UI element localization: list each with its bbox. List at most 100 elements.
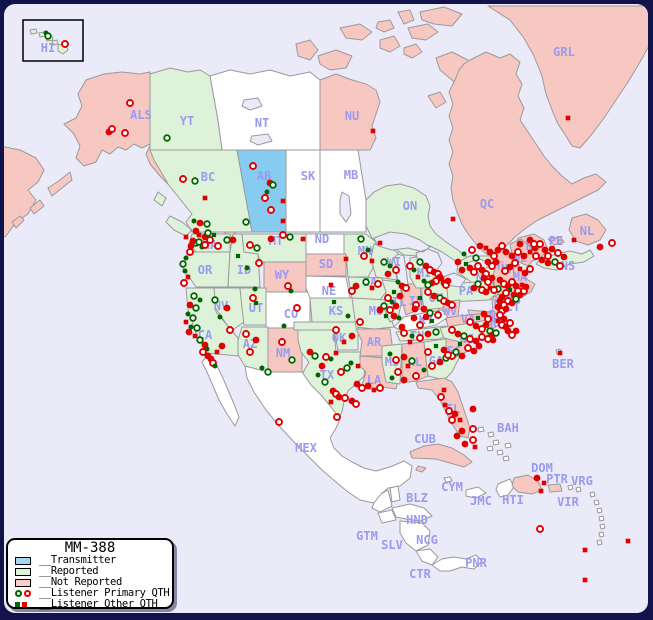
marker-listener-cluster-red-dot bbox=[192, 227, 200, 235]
region-label-ber: BER bbox=[552, 357, 574, 371]
marker-listener-primary-qth-red-ring bbox=[506, 319, 514, 327]
region-label-dom: DOM bbox=[531, 461, 553, 475]
marker-listener-other-qth-red-square bbox=[370, 128, 376, 134]
marker-listener-primary-qth-red-ring bbox=[246, 241, 254, 249]
region-nu bbox=[319, 73, 381, 151]
marker-listener-primary-qth-red-ring bbox=[424, 288, 432, 296]
region-mn bbox=[343, 233, 377, 278]
marker-listener-primary-qth-red-ring bbox=[474, 262, 482, 270]
marker-listener-other-qth-green-square bbox=[331, 299, 337, 305]
marker-listener-cluster-red-dot bbox=[506, 263, 514, 271]
marker-listener-primary-qth-red-ring bbox=[226, 326, 234, 334]
marker-listener-primary-qth-green-ring bbox=[286, 233, 294, 241]
marker-listener-cluster-red-dot bbox=[186, 301, 194, 309]
region-label-id: ID bbox=[237, 263, 251, 277]
marker-listener-other-qth-red-square bbox=[557, 350, 563, 356]
marker-listener-cluster-red-dot bbox=[533, 474, 541, 482]
region-label-vir: VIR bbox=[557, 495, 579, 509]
region-label-grl: GRL bbox=[553, 45, 575, 59]
marker-listener-primary-qth-red-ring bbox=[464, 344, 472, 352]
marker-listener-cluster-red-dot bbox=[411, 305, 419, 313]
marker-listener-primary-qth-green-ring bbox=[288, 356, 296, 364]
marker-listener-cluster-red-dot bbox=[596, 243, 604, 251]
marker-listener-cluster-red-dot bbox=[400, 376, 408, 384]
marker-listener-primary-qth-red-ring bbox=[374, 280, 382, 288]
marker-listener-cluster-red-dot bbox=[458, 427, 466, 435]
marker-listener-cluster-green-dot bbox=[212, 363, 218, 369]
marker-listener-cluster-green-dot bbox=[182, 268, 188, 274]
region-ptr bbox=[547, 483, 563, 493]
marker-listener-primary-qth-red-ring bbox=[484, 315, 492, 323]
region-arctic bbox=[295, 6, 509, 123]
marker-listener-primary-qth-red-ring bbox=[554, 249, 562, 257]
marker-listener-primary-qth-green-ring bbox=[380, 302, 388, 310]
marker-listener-primary-qth-red-ring bbox=[478, 325, 486, 333]
marker-listener-cluster-red-dot bbox=[544, 259, 552, 267]
region-blz bbox=[389, 485, 401, 503]
marker-listener-primary-qth-red-ring bbox=[488, 262, 496, 270]
marker-listener-cluster-red-dot bbox=[353, 380, 361, 388]
marker-listener-primary-qth-green-ring bbox=[416, 258, 424, 266]
marker-listener-cluster-red-dot bbox=[189, 237, 197, 245]
marker-listener-other-qth-red-square bbox=[582, 577, 588, 583]
marker-listener-other-qth-red-square bbox=[405, 363, 411, 369]
marker-listener-other-qth-red-square bbox=[280, 218, 286, 224]
marker-listener-cluster-red-dot bbox=[218, 342, 226, 350]
marker-listener-other-qth-red-square bbox=[369, 258, 375, 264]
marker-listener-cluster-red-dot bbox=[480, 310, 488, 318]
marker-listener-other-qth-red-square bbox=[582, 547, 588, 553]
marker-listener-other-qth-red-square bbox=[202, 195, 208, 201]
region-cub bbox=[409, 443, 473, 473]
region-mb bbox=[319, 149, 367, 233]
marker-listener-primary-qth-red-ring bbox=[416, 321, 424, 329]
marker-listener-cluster-green-dot bbox=[315, 372, 321, 378]
marker-listener-cluster-red-dot bbox=[420, 305, 428, 313]
marker-listener-cluster-red-dot bbox=[267, 235, 275, 243]
marker-listener-primary-qth-red-ring bbox=[360, 252, 368, 260]
region-grl bbox=[487, 5, 648, 149]
marker-listener-cluster-red-dot bbox=[482, 321, 490, 329]
marker-listener-cluster-green-dot bbox=[421, 278, 427, 284]
marker-listener-other-qth-red-square bbox=[483, 245, 489, 251]
north-america-map: HIALSYTNTNUGRLBCABSKMBONQCNLNBPENSMEWAOR… bbox=[4, 5, 648, 583]
region-label-qc: QC bbox=[480, 197, 494, 211]
marker-listener-cluster-green-dot bbox=[217, 314, 223, 320]
marker-listener-cluster-green-dot bbox=[421, 367, 427, 373]
region-gtm bbox=[371, 489, 393, 513]
marker-listener-other-qth-green-square bbox=[253, 300, 259, 306]
region-label-ks: KS bbox=[329, 304, 343, 318]
marker-listener-cluster-red-dot bbox=[364, 382, 372, 390]
marker-listener-primary-qth-red-ring bbox=[206, 236, 214, 244]
marker-listener-primary-qth-red-ring bbox=[508, 331, 516, 339]
marker-listener-primary-qth-red-ring bbox=[255, 259, 263, 267]
marker-listener-primary-qth-red-ring bbox=[444, 351, 452, 359]
marker-listener-primary-qth-red-ring bbox=[126, 99, 134, 107]
marker-listener-primary-qth-red-ring bbox=[392, 356, 400, 364]
marker-listener-primary-qth-red-ring bbox=[180, 279, 188, 287]
region-label-hti: HTI bbox=[502, 493, 524, 507]
marker-listener-other-qth-red-square bbox=[369, 285, 375, 291]
marker-listener-cluster-red-dot bbox=[516, 240, 524, 248]
region-ut bbox=[239, 287, 269, 326]
marker-listener-other-qth-red-square bbox=[377, 240, 383, 246]
marker-listener-cluster-red-dot bbox=[252, 336, 260, 344]
marker-listener-primary-qth-green-ring bbox=[191, 177, 199, 185]
legend-row-not-reported: __Not Reported bbox=[8, 577, 172, 588]
region-ncg bbox=[399, 520, 431, 552]
marker-listener-primary-qth-red-ring bbox=[448, 416, 456, 424]
marker-listener-cluster-green-dot bbox=[387, 351, 393, 357]
marker-listener-primary-qth-red-ring bbox=[556, 262, 564, 270]
marker-listener-primary-qth-red-ring bbox=[348, 287, 356, 295]
marker-listener-other-qth-red-square bbox=[415, 274, 421, 280]
region-hti bbox=[495, 478, 515, 498]
marker-listener-primary-qth-red-ring bbox=[424, 348, 432, 356]
transmitter-swatch bbox=[15, 556, 31, 565]
marker-listener-primary-qth-red-ring bbox=[332, 326, 340, 334]
marker-listener-primary-qth-green-ring bbox=[242, 218, 250, 226]
marker-listener-primary-qth-green-ring bbox=[253, 244, 261, 252]
region-label-or: OR bbox=[198, 263, 213, 277]
region-label-hi: HI bbox=[41, 41, 55, 55]
marker-listener-primary-qth-green-ring bbox=[460, 332, 468, 340]
marker-listener-other-qth-red-square bbox=[328, 399, 334, 405]
marker-listener-cluster-red-dot bbox=[398, 323, 406, 331]
